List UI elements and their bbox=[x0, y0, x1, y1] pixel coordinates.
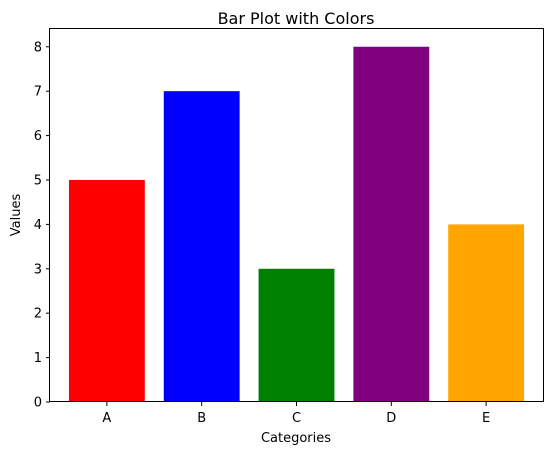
y-tick-label: 4 bbox=[34, 218, 42, 233]
y-tick-label: 7 bbox=[34, 85, 42, 100]
y-tick-label: 3 bbox=[34, 262, 42, 277]
x-tick-label: C bbox=[292, 411, 301, 426]
bar-b bbox=[163, 91, 240, 403]
bars-group bbox=[68, 46, 525, 403]
y-axis-ticks: 0 1 2 3 4 5 6 7 8 bbox=[34, 40, 50, 411]
y-tick-label: 2 bbox=[34, 307, 42, 322]
y-tick-label: 1 bbox=[34, 351, 42, 366]
bar-a bbox=[68, 179, 145, 402]
y-tick-label: 5 bbox=[34, 173, 42, 188]
x-tick-label: B bbox=[197, 411, 206, 426]
bar-e bbox=[448, 224, 525, 402]
x-axis-label: Categories bbox=[261, 431, 331, 446]
bar-d bbox=[353, 46, 430, 403]
y-tick-label: 6 bbox=[34, 129, 42, 144]
y-tick-label: 0 bbox=[34, 396, 42, 411]
bar-c bbox=[258, 268, 335, 402]
x-tick-label: A bbox=[102, 411, 111, 426]
x-tick-label: E bbox=[482, 411, 490, 426]
chart-title: Bar Plot with Colors bbox=[218, 9, 375, 28]
y-axis-label: Values bbox=[9, 194, 24, 237]
plot-frame bbox=[49, 28, 544, 402]
x-tick-label: D bbox=[386, 411, 396, 426]
y-tick-label: 8 bbox=[34, 40, 42, 55]
x-axis-ticks: A B C D E bbox=[102, 402, 490, 426]
